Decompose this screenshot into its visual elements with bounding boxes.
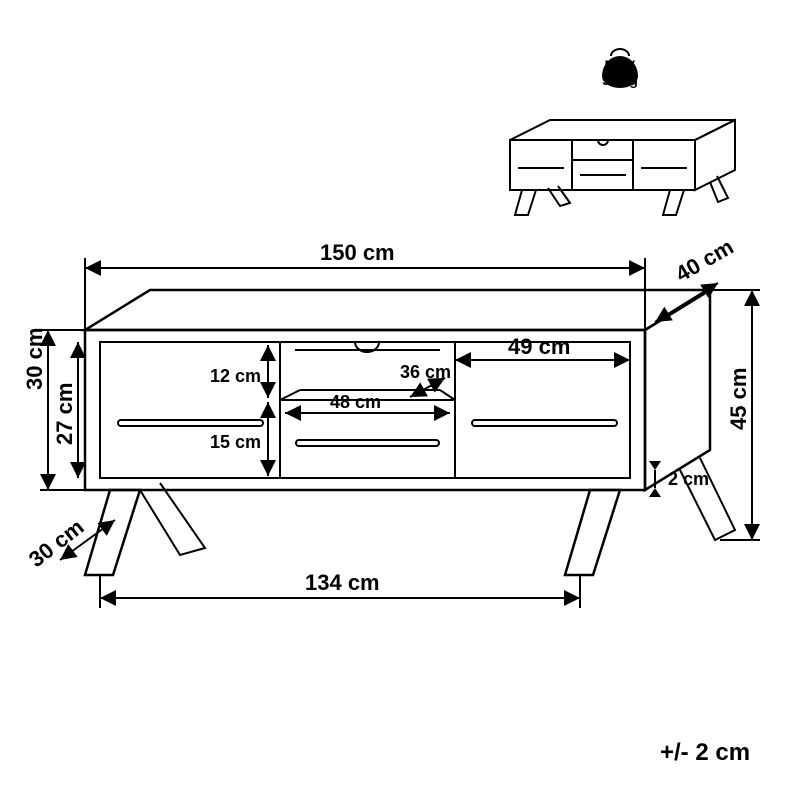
- dim-inner-h: 27 cm: [52, 383, 77, 445]
- weight-max-label: MAX: [604, 57, 636, 73]
- dim-shelf-width: 48 cm: [330, 392, 381, 412]
- weight-value-label: 50 kg: [602, 72, 638, 88]
- dim-lower-h: 15 cm: [210, 432, 261, 452]
- dim-depth: 40 cm: [671, 234, 738, 287]
- dim-leg-span: 134 cm: [305, 570, 380, 595]
- tolerance-label: +/- 2 cm: [660, 739, 750, 766]
- dim-upper-h: 12 cm: [210, 366, 261, 386]
- dim-shelf-depth: 36 cm: [400, 362, 451, 382]
- dim-thickness: 2 cm: [668, 469, 709, 489]
- dim-compartment: 49 cm: [508, 334, 570, 359]
- dim-width: 150 cm: [320, 240, 395, 265]
- dimension-diagram: MAX 50 kg: [0, 0, 800, 800]
- dim-total-h: 45 cm: [726, 368, 751, 430]
- main-drawing: 150 cm 40 cm 49 cm 36 cm 48 cm 12 cm 15 …: [22, 234, 760, 608]
- weight-inset: MAX 50 kg: [510, 49, 735, 215]
- dim-leg-depth: 30 cm: [24, 514, 89, 572]
- dim-body-h: 30 cm: [22, 328, 47, 390]
